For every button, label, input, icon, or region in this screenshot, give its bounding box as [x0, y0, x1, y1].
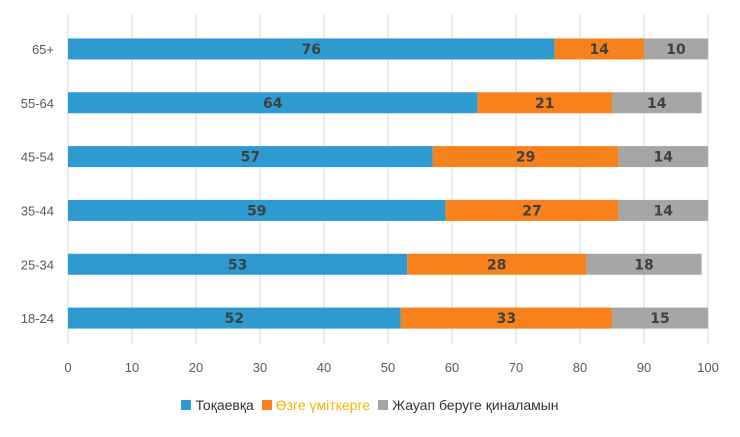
data-label: 52: [225, 311, 244, 327]
y-tick-label: 55-64: [21, 96, 54, 111]
bar-segment: [400, 307, 612, 329]
bar-segment: [644, 38, 708, 60]
bar-segment: [68, 92, 478, 114]
data-label: 15: [650, 311, 669, 327]
bar-segment: [68, 146, 433, 168]
legend-label: Өзге үміткерге: [275, 397, 371, 413]
data-label: 14: [647, 96, 667, 112]
bar-segment: [68, 307, 401, 329]
legend-item: Жауап беруге қиналамын: [378, 397, 559, 413]
data-label: 29: [516, 150, 535, 166]
y-tick-label: 35-44: [21, 203, 54, 218]
legend-swatch: [378, 400, 389, 410]
x-tick-label: 80: [573, 360, 587, 375]
data-label: 53: [228, 257, 247, 273]
y-tick-label: 18-24: [21, 311, 54, 326]
y-tick-label: 65+: [32, 42, 54, 57]
bar-segment: [612, 307, 708, 329]
x-tick-label: 50: [381, 360, 395, 375]
bar-segment: [68, 253, 408, 275]
bar-segment: [477, 92, 612, 114]
bar-segment: [68, 38, 555, 60]
data-label: 21: [535, 96, 554, 112]
x-tick-label: 30: [253, 360, 267, 375]
legend-swatch: [261, 400, 272, 410]
gridlines: [67, 14, 709, 345]
bar-segment: [586, 253, 702, 275]
data-label: 14: [653, 150, 673, 166]
legend-label: Тоқаевқа: [195, 397, 254, 413]
x-tick-label: 40: [317, 360, 331, 375]
x-tick-label: 90: [637, 360, 651, 375]
x-tick-label: 60: [445, 360, 459, 375]
bar-segment: [612, 92, 702, 114]
data-label: 14: [589, 42, 609, 58]
bar-segment: [554, 38, 644, 60]
data-label: 28: [487, 257, 506, 273]
legend: Тоқаевқа Өзге үміткерге Жауап беруге қинал…: [0, 397, 740, 413]
x-tick-label: 100: [697, 360, 719, 375]
x-tick-label: 70: [509, 360, 523, 375]
legend-item: Тоқаевқа: [181, 397, 254, 413]
bar-segment: [445, 199, 619, 221]
x-tick-label: 20: [189, 360, 203, 375]
x-tick-label: 10: [125, 360, 139, 375]
data-label: 64: [263, 96, 283, 112]
x-axis-labels: 0 10 20 30 40 50 60 70 80 90 100: [64, 360, 718, 375]
bar-segment: [68, 199, 446, 221]
data-label: 27: [522, 203, 541, 219]
bars: [68, 38, 708, 329]
data-label: 59: [247, 203, 266, 219]
bar-segment: [618, 146, 708, 168]
bar-segment: [618, 199, 708, 221]
data-label: 18: [634, 257, 653, 273]
legend-item: Өзге үміткерге: [261, 397, 371, 413]
y-tick-label: 25-34: [21, 257, 54, 272]
legend-label: Жауап беруге қиналамын: [392, 397, 559, 413]
data-label: 76: [301, 42, 320, 58]
y-tick-label: 45-54: [21, 150, 54, 165]
data-label: 14: [653, 203, 673, 219]
data-label: 10: [666, 42, 686, 58]
data-label: 33: [497, 311, 516, 327]
bar-segment: [407, 253, 587, 275]
y-axis-labels: 18-24 25-34 35-44 45-54 55-64 65+: [21, 42, 54, 326]
x-tick-label: 0: [64, 360, 71, 375]
legend-swatch: [181, 400, 192, 410]
bar-labels: 52 33 15 53 28 18 59 27 14 57 29 14 64 21 14 76 14 10: [225, 42, 686, 327]
bar-segment: [432, 146, 619, 168]
data-label: 57: [241, 150, 260, 166]
